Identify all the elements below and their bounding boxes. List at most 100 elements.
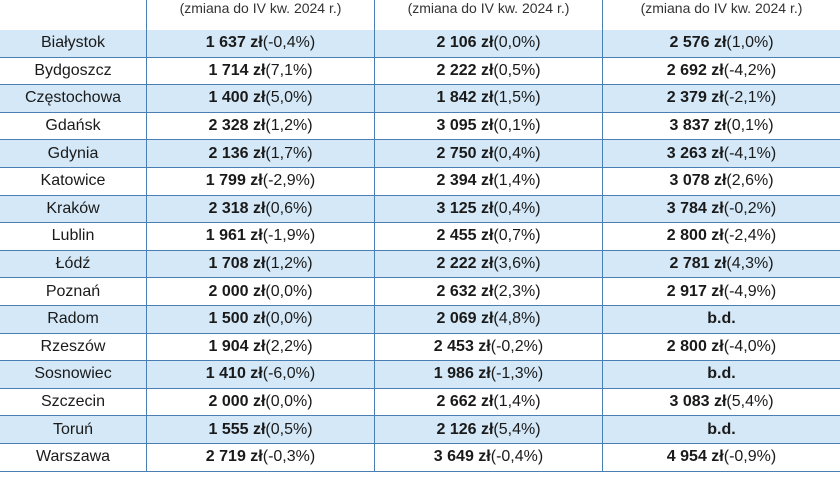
price-value: b.d. bbox=[707, 420, 736, 438]
city-name: Sosnowiec bbox=[0, 361, 147, 388]
price-value: 2 455 zł bbox=[436, 227, 494, 245]
price-col3: b.d. bbox=[603, 361, 840, 388]
price-col1: 1 708 zł (1,2%) bbox=[147, 250, 375, 278]
price-col2: 3 125 zł (0,4%) bbox=[375, 195, 603, 223]
price-col1: 2 000 zł (0,0%) bbox=[147, 278, 375, 305]
price-col1: 2 136 zł (1,7%) bbox=[147, 140, 375, 167]
price-col3: 2 917 zł (-4,9%) bbox=[603, 278, 840, 305]
city-label: Rzeszów bbox=[40, 337, 106, 355]
price-change: (-4,2%) bbox=[723, 61, 777, 79]
price-change: (-4,9%) bbox=[723, 282, 777, 300]
price-value: 2 222 zł bbox=[436, 255, 494, 273]
price-col2: 1 986 zł (-1,3%) bbox=[375, 361, 603, 388]
price-value: 1 799 zł bbox=[205, 172, 263, 190]
price-col1: 2 000 zł (0,0%) bbox=[147, 388, 375, 416]
header-col2-sub: (zmiana do IV kw. 2024 r.) bbox=[407, 0, 570, 16]
table-row: Częstochowa 1 400 zł (5,0%) 1 842 zł (1,… bbox=[0, 85, 840, 113]
price-change: (2,2%) bbox=[265, 337, 313, 355]
city-label: Szczecin bbox=[40, 393, 106, 411]
price-col2: 2 455 zł (0,7%) bbox=[375, 223, 603, 250]
price-value: 2 719 zł bbox=[205, 448, 263, 466]
price-col1: 1 904 zł (2,2%) bbox=[147, 333, 375, 361]
header-col3: (zmiana do IV kw. 2024 r.) bbox=[603, 0, 840, 30]
price-value: 2 692 zł bbox=[666, 61, 724, 79]
price-value: 1 400 zł bbox=[208, 89, 266, 107]
table-row: Kraków 2 318 zł (0,6%) 3 125 zł (0,4%) 3… bbox=[0, 195, 840, 224]
city-name: Bydgoszcz bbox=[0, 57, 147, 85]
price-value: 2 328 zł bbox=[208, 117, 266, 135]
city-name: Białystok bbox=[0, 30, 147, 57]
price-change: (-0,9%) bbox=[723, 448, 777, 466]
price-value: 1 500 zł bbox=[208, 310, 266, 328]
city-label: Bydgoszcz bbox=[34, 61, 112, 79]
city-name: Rzeszów bbox=[0, 333, 147, 361]
price-value: 1 904 zł bbox=[208, 337, 266, 355]
price-col3: 2 576 zł (1,0%) bbox=[603, 30, 840, 57]
price-col3: 2 692 zł (-4,2%) bbox=[603, 58, 840, 85]
city-name: Lublin bbox=[0, 223, 147, 250]
price-col2: 1 842 zł (1,5%) bbox=[375, 85, 603, 112]
price-col1: 1 555 zł (0,5%) bbox=[147, 416, 375, 443]
price-change: (-2,9%) bbox=[262, 172, 316, 190]
table-row: Sosnowiec 1 410 zł (-6,0%) 1 986 zł (-1,… bbox=[0, 361, 840, 389]
price-change: (0,0%) bbox=[265, 310, 313, 328]
price-col3: 3 837 zł (0,1%) bbox=[603, 113, 840, 140]
city-name: Toruń bbox=[0, 416, 147, 443]
city-label: Sosnowiec bbox=[34, 365, 112, 383]
price-change: (-6,0%) bbox=[262, 365, 316, 383]
header-col1: (zmiana do IV kw. 2024 r.) bbox=[147, 0, 375, 30]
price-value: 2 800 zł bbox=[666, 337, 724, 355]
price-value: 2 000 zł bbox=[208, 282, 266, 300]
price-col3: 2 781 zł (4,3%) bbox=[603, 251, 840, 278]
table-row: Warszawa 2 719 zł (-0,3%) 3 649 zł (-0,4… bbox=[0, 443, 840, 472]
price-value: 2 136 zł bbox=[208, 144, 266, 162]
price-change: (1,4%) bbox=[493, 172, 541, 190]
price-value: 1 714 zł bbox=[208, 61, 266, 79]
price-value: 2 106 zł bbox=[436, 34, 494, 52]
price-col3: 3 263 zł (-4,1%) bbox=[603, 140, 840, 167]
price-value: 3 078 zł bbox=[669, 172, 727, 190]
city-name: Gdańsk bbox=[0, 112, 147, 140]
city-label: Gdańsk bbox=[45, 117, 101, 135]
price-col2: 2 069 zł (4,8%) bbox=[375, 305, 603, 333]
price-value: 2 781 zł bbox=[669, 255, 727, 273]
city-name: Radom bbox=[0, 305, 147, 333]
price-col2: 2 106 zł (0,0%) bbox=[375, 30, 603, 57]
city-name: Gdynia bbox=[0, 140, 147, 167]
price-col1: 1 714 zł (7,1%) bbox=[147, 57, 375, 85]
price-value: 2 632 zł bbox=[436, 282, 494, 300]
table-row: Poznań 2 000 zł (0,0%) 2 632 zł (2,3%) 2… bbox=[0, 278, 840, 306]
city-label: Toruń bbox=[52, 420, 94, 438]
price-col2: 2 126 zł (5,4%) bbox=[375, 416, 603, 443]
price-col3: b.d. bbox=[603, 306, 840, 333]
price-value: 1 986 zł bbox=[433, 365, 491, 383]
price-change: (1,0%) bbox=[726, 34, 774, 52]
price-col1: 1 410 zł (-6,0%) bbox=[147, 361, 375, 388]
city-label: Poznań bbox=[45, 282, 101, 300]
price-value: 2 917 zł bbox=[666, 282, 724, 300]
header-col3-sub: (zmiana do IV kw. 2024 r.) bbox=[640, 0, 803, 16]
city-label: Kraków bbox=[46, 199, 100, 217]
price-value: 2 000 zł bbox=[208, 393, 266, 411]
city-label: Gdynia bbox=[47, 144, 99, 162]
price-value: 2 379 zł bbox=[666, 89, 724, 107]
city-label: Katowice bbox=[40, 172, 106, 190]
price-value: 1 555 zł bbox=[208, 420, 266, 438]
table-row: Szczecin 2 000 zł (0,0%) 2 662 zł (1,4%)… bbox=[0, 388, 840, 417]
price-col2: 2 632 zł (2,3%) bbox=[375, 278, 603, 305]
price-value: b.d. bbox=[707, 365, 736, 383]
header-col2: (zmiana do IV kw. 2024 r.) bbox=[375, 0, 603, 30]
price-change: (1,5%) bbox=[493, 89, 541, 107]
price-col1: 2 328 zł (1,2%) bbox=[147, 112, 375, 140]
price-value: 2 069 zł bbox=[436, 310, 494, 328]
header-city-cell bbox=[0, 0, 147, 30]
city-name: Katowice bbox=[0, 167, 147, 195]
price-change: (-4,1%) bbox=[723, 144, 777, 162]
price-change: (5,4%) bbox=[726, 393, 774, 411]
price-change: (-1,9%) bbox=[262, 227, 316, 245]
price-change: (2,3%) bbox=[493, 282, 541, 300]
price-change: (0,1%) bbox=[726, 117, 774, 135]
price-col3: 3 078 zł (2,6%) bbox=[603, 168, 840, 195]
price-change: (5,4%) bbox=[493, 420, 541, 438]
